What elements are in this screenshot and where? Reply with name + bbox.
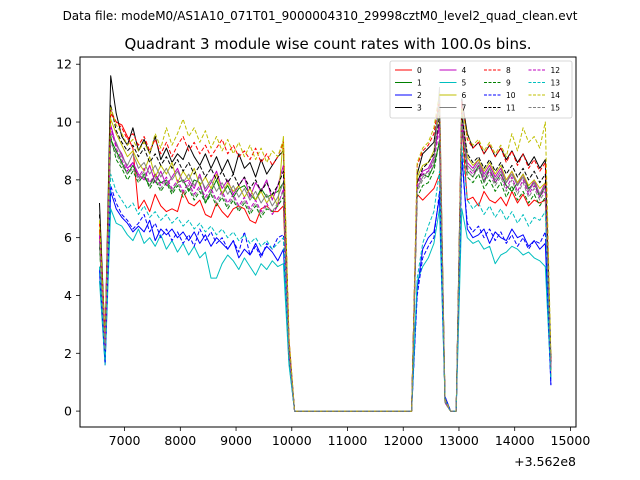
legend-label-15: 15	[551, 103, 561, 112]
legend-label-10: 10	[506, 91, 516, 100]
legend-label-5: 5	[462, 78, 467, 87]
x-tick-label: 11000	[328, 433, 368, 448]
legend-label-4: 4	[462, 66, 467, 75]
plot-frame	[79, 56, 577, 428]
legend-label-6: 6	[462, 91, 467, 100]
legend-label-13: 13	[551, 78, 561, 87]
legend-label-1: 1	[417, 78, 422, 87]
legend-label-14: 14	[551, 91, 561, 100]
series-line-14	[99, 92, 552, 412]
x-tick-label: 12000	[383, 433, 423, 448]
x-tick-label: 14000	[495, 433, 535, 448]
y-tick-label: 12	[56, 57, 72, 72]
y-tick-label: 2	[64, 346, 72, 361]
legend-label-0: 0	[417, 66, 422, 75]
legend-label-7: 7	[462, 103, 467, 112]
chart-supertitle: Data file: modeM0/AS1A10_071T01_90000043…	[63, 9, 578, 23]
legend-label-9: 9	[506, 78, 511, 87]
legend-label-11: 11	[506, 103, 516, 112]
y-axis: 0 2 4 6 8 10 12	[56, 57, 80, 419]
legend-box	[389, 60, 573, 119]
series-line-15	[99, 95, 552, 412]
x-tick-label: 8000	[164, 433, 196, 448]
x-axis: 7000 8000 9000 10000 11000 12000 13000 14000 150…	[109, 427, 591, 448]
x-tick-label: 7000	[109, 433, 141, 448]
x-tick-label: 10000	[272, 433, 312, 448]
y-tick-label: 10	[56, 115, 72, 130]
plot-area	[80, 57, 576, 427]
y-tick-label: 8	[64, 172, 72, 187]
y-tick-label: 6	[64, 230, 72, 245]
x-tick-label: 15000	[551, 433, 591, 448]
legend-label-12: 12	[551, 66, 561, 75]
chart-title: Quadrant 3 module wise count rates with …	[124, 35, 531, 53]
x-tick-label: 9000	[220, 433, 252, 448]
y-tick-label: 0	[64, 404, 72, 419]
x-offset-label: +3.562e8	[514, 454, 576, 469]
x-tick-label: 13000	[439, 433, 479, 448]
series-lines	[99, 75, 552, 412]
y-tick-label: 4	[64, 288, 72, 303]
legend-label-3: 3	[417, 103, 422, 112]
legend-label-8: 8	[506, 66, 511, 75]
legend-label-2: 2	[417, 91, 422, 100]
